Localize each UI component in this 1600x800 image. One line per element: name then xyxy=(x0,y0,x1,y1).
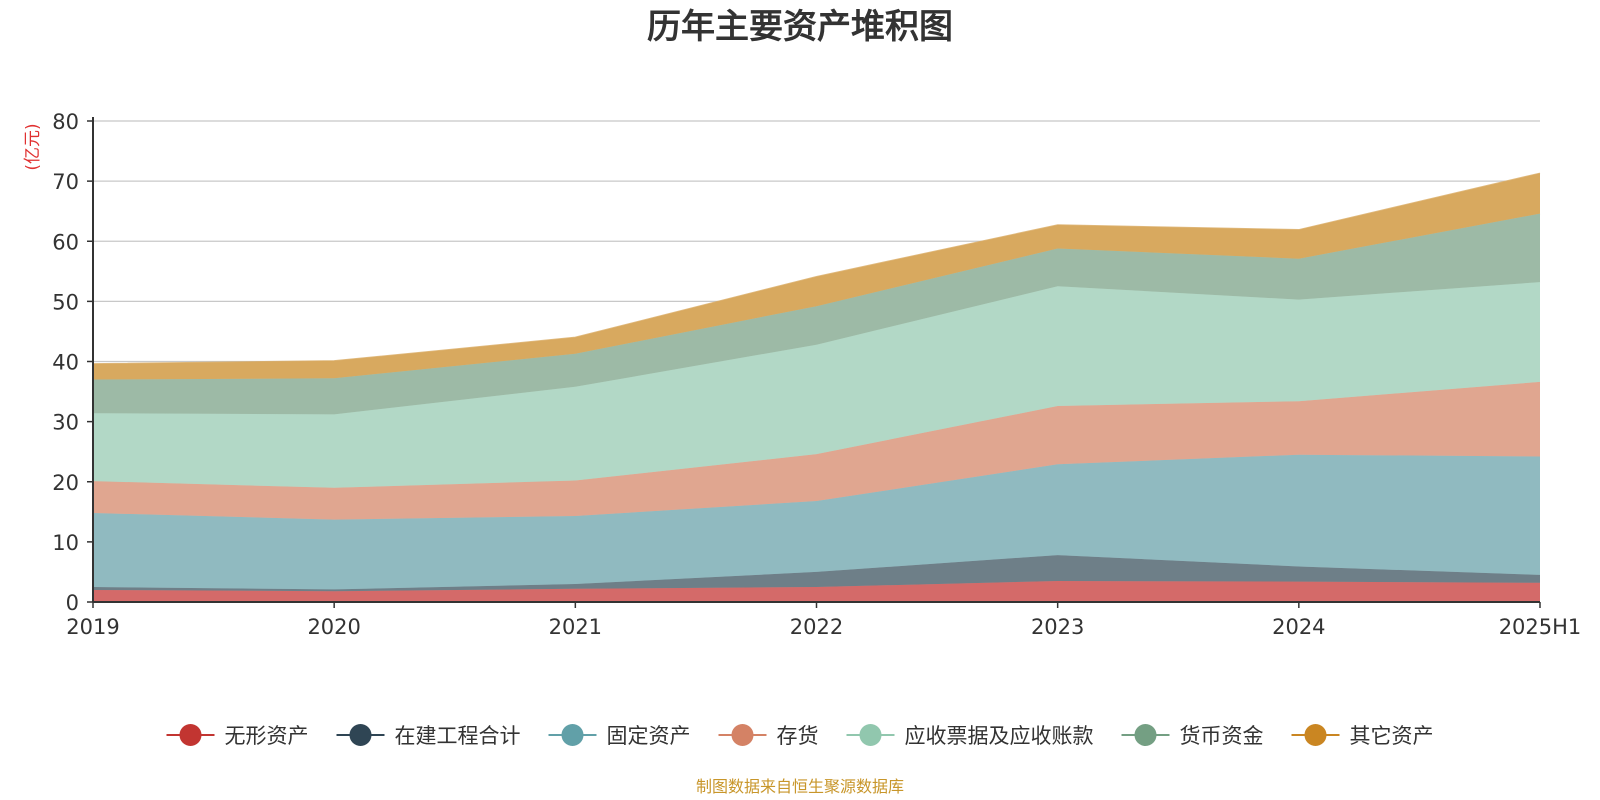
y-tick-label: 30 xyxy=(52,411,79,435)
y-tick-label: 80 xyxy=(52,110,79,134)
legend-item-1[interactable]: 在建工程合计 xyxy=(336,724,521,748)
legend-dot-icon xyxy=(349,724,372,746)
legend-dot-icon xyxy=(179,724,202,746)
legend-item-0[interactable]: 无形资产 xyxy=(166,724,309,748)
y-tick-label: 0 xyxy=(66,591,79,615)
legend-item-6[interactable]: 其它资产 xyxy=(1291,724,1434,748)
legend-label: 在建工程合计 xyxy=(395,724,521,748)
legend-label: 无形资产 xyxy=(225,724,309,748)
area-top-line-6 xyxy=(92,172,1541,365)
y-tick-label: 60 xyxy=(52,230,79,254)
area-series-5 xyxy=(93,213,1540,415)
legend-label: 存货 xyxy=(777,724,819,748)
legend-label: 货币资金 xyxy=(1180,724,1264,748)
legend-dot-icon xyxy=(561,724,584,746)
x-tick-label: 2019 xyxy=(66,615,119,639)
y-tick-label: 50 xyxy=(52,290,79,314)
area-series-1 xyxy=(93,555,1540,592)
chart-title: 历年主要资产堆积图 xyxy=(647,7,953,47)
x-tick-label: 2021 xyxy=(549,615,602,639)
y-tick-label: 20 xyxy=(52,471,79,495)
x-tick-label: 2024 xyxy=(1272,615,1325,639)
area-series-4 xyxy=(93,282,1540,488)
data-source-note: 制图数据来自恒生聚源数据库 xyxy=(696,777,904,796)
legend-label: 固定资产 xyxy=(607,724,691,748)
legend-dot-icon xyxy=(1304,724,1327,746)
x-tick-label: 2025H1 xyxy=(1499,615,1582,639)
y-tick-label: 10 xyxy=(52,531,79,555)
legend: 无形资产 在建工程合计 固定资产 存货 应收票据及应收账款 货币资金 其它资产 xyxy=(166,724,1434,748)
area-series xyxy=(92,172,1541,602)
area-series-3 xyxy=(93,381,1540,520)
legend-item-2[interactable]: 固定资产 xyxy=(548,724,691,748)
legend-item-3[interactable]: 存货 xyxy=(718,724,819,748)
area-series-2 xyxy=(93,454,1540,590)
legend-dot-icon xyxy=(731,724,754,746)
x-tick-label: 2020 xyxy=(307,615,360,639)
legend-dot-icon xyxy=(1134,724,1157,746)
x-tick-label: 2022 xyxy=(790,615,843,639)
y-tick-label: 40 xyxy=(52,351,79,375)
legend-label: 其它资产 xyxy=(1350,724,1434,748)
legend-item-5[interactable]: 货币资金 xyxy=(1121,724,1264,748)
y-tick-label: 70 xyxy=(52,170,79,194)
axes: 0 10 20 30 40 50 60 70 80 2019 2020 2021 2022 2023 202… xyxy=(52,110,1581,639)
legend-label: 应收票据及应收账款 xyxy=(905,724,1094,748)
legend-dot-icon xyxy=(859,724,882,746)
legend-item-4[interactable]: 应收票据及应收账款 xyxy=(846,724,1094,748)
y-axis-label: (亿元) xyxy=(23,123,43,170)
area-series-0 xyxy=(93,581,1540,602)
x-tick-label: 2023 xyxy=(1031,615,1084,639)
